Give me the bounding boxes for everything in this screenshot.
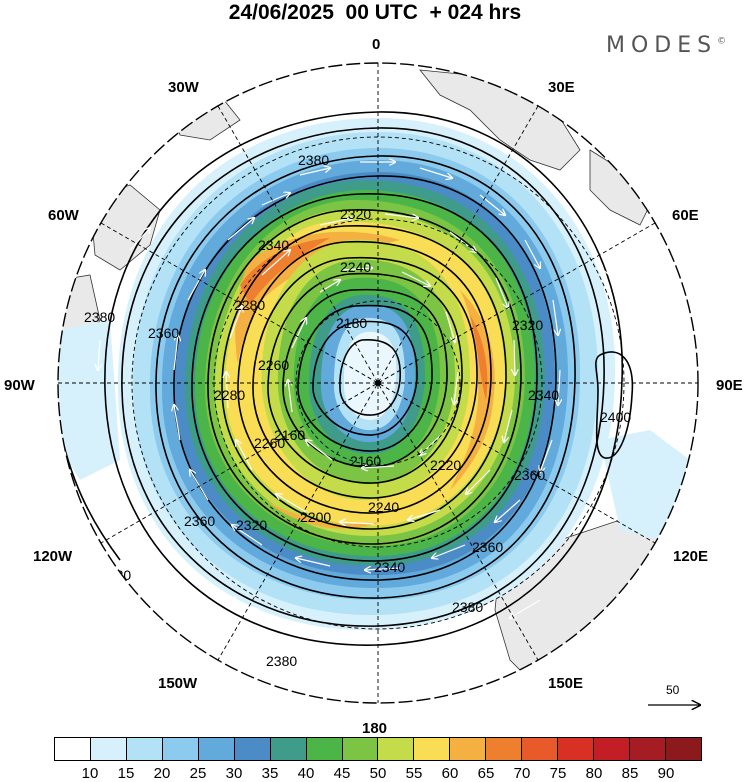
map-disk: 2380 2320 2340 2240 2280 2180 2360 2380 …: [58, 63, 698, 703]
contour-label: 2320: [340, 206, 371, 222]
contour-label: 2160: [274, 427, 305, 443]
colorbar-swatch: [414, 738, 451, 760]
colorbar-tick-label: 35: [261, 765, 279, 782]
contour-label: 2200: [300, 509, 331, 525]
contour-label: 2280: [214, 387, 245, 403]
colorbar-tick-label: 30: [225, 765, 243, 782]
contour-labels: 2380 2320 2340 2240 2280 2180 2360 2380 …: [84, 152, 631, 669]
lon-label-120w: 120W: [33, 548, 73, 565]
contour-label: 2160: [350, 453, 381, 469]
colorbar-swatch: [55, 738, 91, 760]
contour-label: 2380: [298, 152, 329, 168]
lon-label-90e: 90E: [716, 377, 743, 394]
colorbar-tick-label: 70: [513, 765, 531, 782]
map-title: 24/06/2025 00 UTC + 024 hrs: [228, 1, 522, 24]
colorbar-tick-label: 50: [369, 765, 387, 782]
graticule: [58, 63, 698, 703]
contour-label: 2400: [600, 409, 631, 425]
lon-label-60e: 60E: [672, 207, 699, 224]
map-boundary: [57, 62, 699, 704]
colorbar-swatch: [594, 738, 630, 760]
colorbar-swatch: [162, 738, 199, 760]
colorbar-swatch: [378, 738, 415, 760]
colorbar: 10 15 20 25 30 35 40 45 50 55 60 65 70 75 80 85 90: [54, 737, 702, 782]
lon-label-150e: 150E: [548, 675, 583, 692]
colorbar-tick-label: 60: [441, 765, 459, 782]
colorbar-tick-label: 25: [189, 765, 207, 782]
brand-name: MODES: [606, 33, 718, 58]
colorbar-swatch: [522, 738, 559, 760]
wind-vectors: [98, 162, 632, 618]
colorbar-tick-label: 10: [81, 765, 99, 782]
lon-label-120e: 120E: [673, 548, 708, 565]
lon-label-30e: 30E: [548, 79, 575, 96]
contour-label: 2360: [472, 539, 503, 555]
contour-label: 2340: [258, 237, 289, 253]
colorbar-swatch: [486, 738, 523, 760]
brand-mark: ©: [717, 36, 727, 47]
colorbar-swatch: [198, 738, 235, 760]
contour-label: 2240: [340, 259, 371, 275]
colorbar-tick-label: 65: [477, 765, 495, 782]
colorbar-swatch: [306, 738, 343, 760]
contour-label: 2380: [452, 599, 483, 615]
colorbar-swatch: [234, 738, 271, 760]
brand-logo: MODES©: [606, 33, 726, 58]
contour-label: 2380: [100, 567, 131, 583]
lon-label-180: 180: [362, 720, 387, 735]
colorbar-tick-label: 55: [405, 765, 423, 782]
colorbar-tick-label: 75: [549, 765, 567, 782]
contour-label: 2380: [266, 653, 297, 669]
contour-label: 2320: [236, 517, 267, 533]
longitude-labels: 0 30W 30E 60W 60E 90W 90E 120W 120E 150W…: [4, 36, 743, 735]
contour-label: 2340: [528, 387, 559, 403]
colorbar-tick-label: 40: [297, 765, 315, 782]
colorbar-swatch: [558, 738, 595, 760]
vector-reference-arrow: [648, 683, 706, 713]
polar-map: 2380 2320 2340 2240 2280 2180 2360 2380 …: [4, 36, 743, 735]
contour-label: 2340: [374, 559, 405, 575]
contour-label: 2240: [368, 499, 399, 515]
lon-label-60w: 60W: [48, 207, 80, 224]
colorbar-swatch: [90, 738, 127, 760]
colorbar-tick-label: 85: [621, 765, 639, 782]
contour-label: 2180: [336, 315, 367, 331]
colorbar-tick-label: 90: [657, 765, 675, 782]
colorbar-swatch: [126, 738, 163, 760]
colorbar-swatch: [450, 738, 487, 760]
contour-label: 2360: [148, 325, 179, 341]
south-pole-marker: [375, 380, 381, 386]
contour-label: 2280: [234, 297, 265, 313]
contour-label: 2360: [184, 513, 215, 529]
colorbar-swatch: [665, 738, 701, 760]
contour-label: 2260: [254, 435, 285, 451]
vector-reference-label: 50: [666, 683, 680, 697]
lon-label-90w: 90W: [4, 377, 36, 394]
lon-label-150w: 150W: [158, 675, 198, 692]
contour-label: 2360: [514, 467, 545, 483]
colorbar-swatch: [630, 738, 666, 760]
colorbar-tick-label: 80: [585, 765, 603, 782]
colorbar-swatch: [270, 738, 307, 760]
contour-label: 2260: [258, 357, 289, 373]
vector-reference: 50: [646, 683, 706, 713]
colorbar-swatch: [342, 738, 379, 760]
colorbar-tick-label: 45: [333, 765, 351, 782]
contour-label: 2380: [84, 309, 115, 325]
contour-label: 2220: [430, 457, 461, 473]
colorbar-tick-label: 15: [117, 765, 135, 782]
contour-label: 2320: [512, 317, 543, 333]
colorbar-tick-label: 20: [153, 765, 171, 782]
lon-label-30w: 30W: [168, 79, 200, 96]
colorbar-boxes: [54, 737, 702, 761]
lon-label-0: 0: [372, 36, 380, 53]
